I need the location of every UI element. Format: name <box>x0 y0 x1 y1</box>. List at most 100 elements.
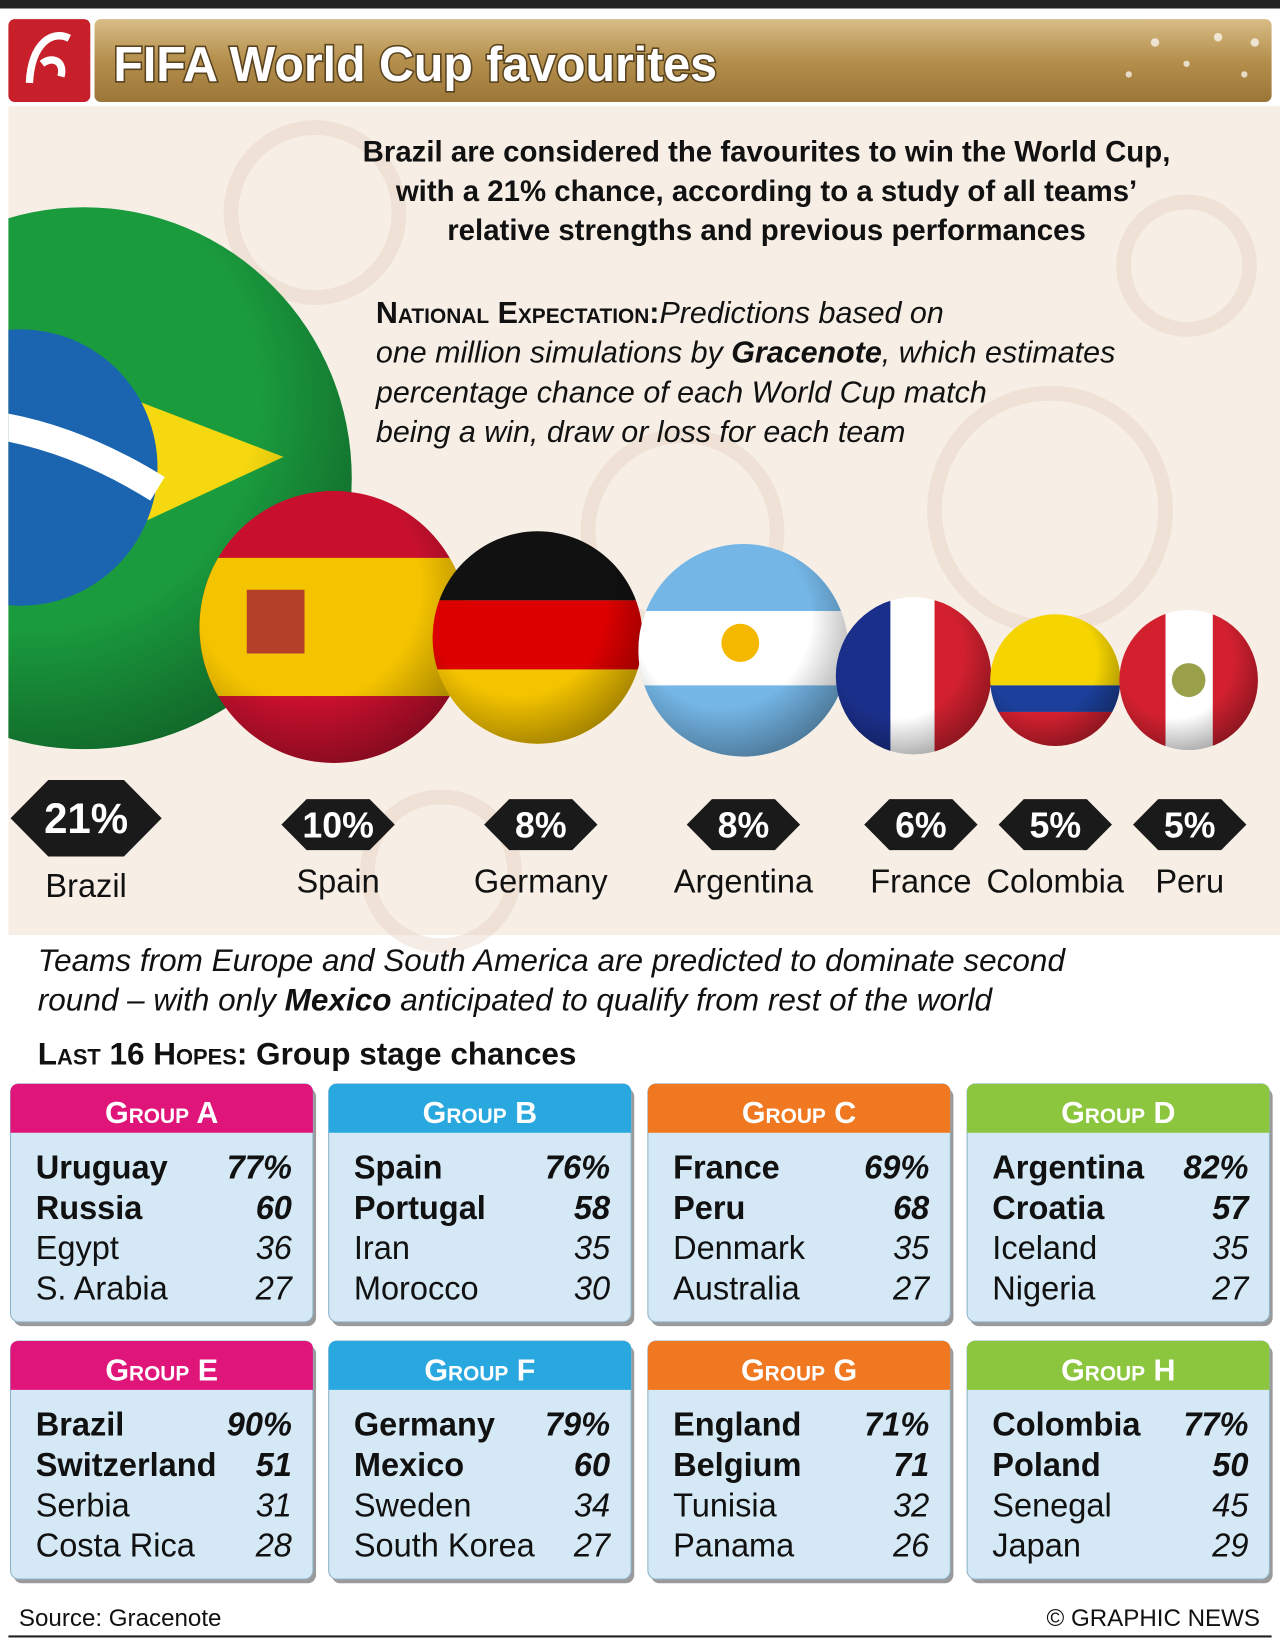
group-team: France <box>673 1148 780 1185</box>
group-team: Panama <box>673 1527 795 1564</box>
group-header <box>647 1083 951 1133</box>
pct-badge <box>281 799 395 851</box>
team-label: Germany <box>474 862 608 899</box>
ne-line-run: one million simulations by <box>376 335 731 369</box>
note-line-run: anticipated to qualify from rest of the … <box>391 981 993 1017</box>
group-value: 57 <box>1212 1189 1250 1226</box>
group-value: 51 <box>256 1446 292 1483</box>
group-value: 35 <box>574 1229 611 1266</box>
group-header <box>328 1083 632 1133</box>
group-team: Japan <box>992 1527 1081 1564</box>
group-value: 77% <box>227 1148 292 1185</box>
source: Source: Gracenote <box>19 1605 222 1632</box>
group-name: Group G <box>741 1353 857 1387</box>
group-value: 58 <box>574 1189 611 1226</box>
group-team: Germany <box>354 1405 496 1442</box>
group-value: 36 <box>256 1229 293 1266</box>
group-team: England <box>673 1405 801 1442</box>
team-label: Colombia <box>987 862 1125 899</box>
ne-line: National Expectation:Predictions based o… <box>376 296 944 330</box>
group-team: Spain <box>354 1148 443 1185</box>
section-title-run: Group stage chances <box>247 1036 576 1072</box>
group-value: 90% <box>227 1405 292 1442</box>
pct-badge <box>10 779 162 857</box>
group-value: 69% <box>864 1148 929 1185</box>
group-value: 35 <box>1212 1229 1249 1266</box>
group-team: Brazil <box>36 1405 125 1442</box>
section-title-run: Last 16 Hopes: <box>38 1036 248 1072</box>
group-team: Switzerland <box>36 1446 217 1483</box>
group-team: Sweden <box>354 1486 472 1523</box>
group-team: Russia <box>36 1189 143 1226</box>
note-line-run: round – with only <box>38 981 285 1017</box>
sparkles <box>1125 32 1259 78</box>
intro-line: with a 21% chance, according to a study … <box>395 175 1137 208</box>
ne-line-run: , which estimates <box>882 335 1115 369</box>
title: FIFA World Cup favourites <box>113 38 717 92</box>
group-team: Peru <box>673 1189 745 1226</box>
group-team: Serbia <box>36 1486 131 1523</box>
pct-label: 10% <box>302 804 373 845</box>
group-value: 27 <box>1211 1269 1250 1306</box>
group-value: 50 <box>1212 1446 1248 1483</box>
group-name: Group E <box>105 1353 218 1387</box>
section-title: Last 16 Hopes: Group stage chances <box>38 1036 577 1072</box>
group-value: 60 <box>574 1446 610 1483</box>
group-value: 45 <box>1212 1486 1249 1523</box>
group-value: 34 <box>574 1486 610 1523</box>
group-team: Uruguay <box>36 1148 169 1185</box>
group-header <box>647 1341 951 1390</box>
group-name: Group F <box>424 1353 535 1387</box>
note-line: Teams from Europe and South America are … <box>38 942 1067 978</box>
pct-badge <box>484 799 598 851</box>
ball-spain <box>199 490 469 763</box>
group-team: Argentina <box>992 1148 1145 1185</box>
group-team: Tunisia <box>673 1486 777 1523</box>
ne-line-run: National Expectation: <box>376 296 660 330</box>
pct-label: 6% <box>895 804 947 845</box>
team-label: France <box>870 862 971 899</box>
ne-line: one million simulations by Gracenote, wh… <box>376 335 1115 369</box>
pct-badge <box>864 799 978 851</box>
group-team: Denmark <box>673 1229 806 1266</box>
group-team: Belgium <box>673 1446 801 1483</box>
group-header <box>10 1341 313 1390</box>
top-bar <box>0 0 1280 9</box>
group-team: Poland <box>992 1446 1100 1483</box>
ne-line: percentage chance of each World Cup matc… <box>375 376 987 410</box>
group-team: Egypt <box>36 1229 119 1266</box>
ne-line-run: Predictions based on <box>659 296 943 330</box>
group-value: 27 <box>892 1269 931 1306</box>
group-team: Costa Rica <box>36 1527 196 1564</box>
group-name: Group B <box>423 1096 537 1130</box>
group-value: 68 <box>893 1189 930 1226</box>
team-label: Brazil <box>45 867 126 904</box>
credit: © GRAPHIC NEWS <box>1046 1605 1260 1632</box>
group-name: Group H <box>1061 1353 1175 1387</box>
group-value: 76% <box>545 1148 610 1185</box>
group-header <box>967 1083 1270 1133</box>
pct-label: 5% <box>1164 804 1216 845</box>
intro-line: Brazil are considered the favourites to … <box>363 135 1171 168</box>
group-value: 82% <box>1183 1148 1248 1185</box>
group-value: 71 <box>893 1446 929 1483</box>
pct-label: 5% <box>1029 804 1081 845</box>
group-value: 27 <box>255 1269 294 1306</box>
group-team: S. Arabia <box>36 1269 169 1306</box>
group-name: Group D <box>1061 1096 1175 1130</box>
group-value: 35 <box>893 1229 930 1266</box>
group-value: 60 <box>256 1189 292 1226</box>
group-team: Senegal <box>992 1486 1111 1523</box>
team-label: Argentina <box>674 862 814 899</box>
group-team: Croatia <box>992 1189 1105 1226</box>
pct-badge <box>998 799 1112 851</box>
group-team: Iceland <box>992 1229 1097 1266</box>
team-label: Spain <box>296 862 379 899</box>
pct-label: 8% <box>515 804 567 845</box>
group-team: Colombia <box>992 1405 1141 1442</box>
group-value: 26 <box>892 1527 930 1564</box>
note-line-run: Mexico <box>285 981 392 1017</box>
pct-badge <box>686 799 801 851</box>
